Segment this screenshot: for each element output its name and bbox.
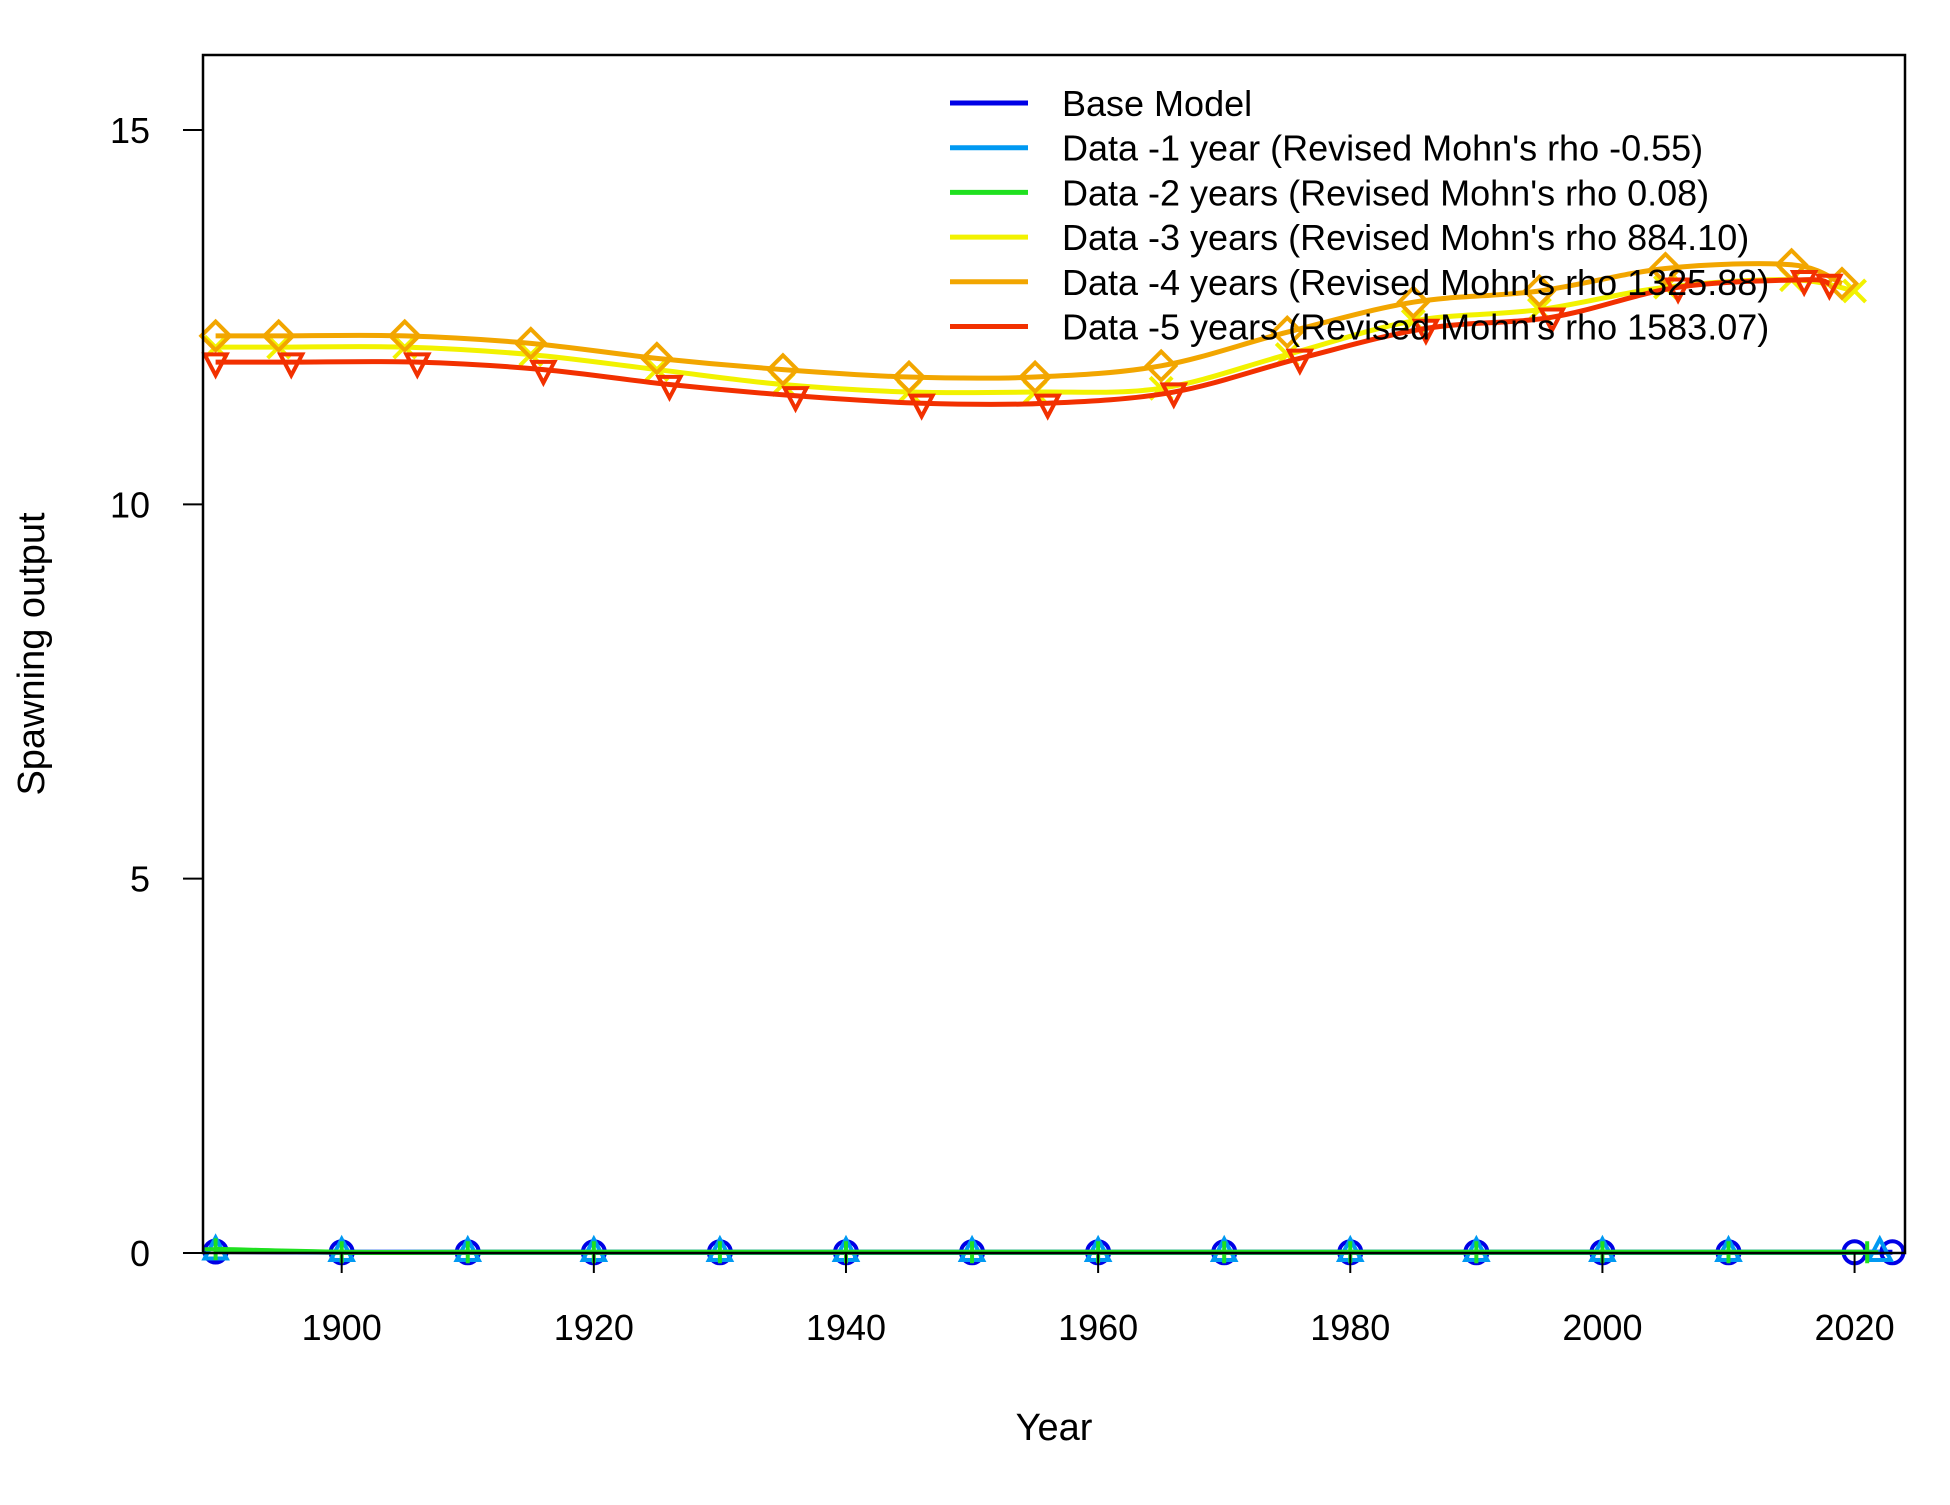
legend-label: Data -3 years (Revised Mohn's rho 884.10… (1062, 217, 1749, 258)
diamond-marker (513, 326, 548, 361)
y-tick-label: 10 (110, 484, 150, 525)
diamond-marker (1144, 348, 1179, 383)
x-tick-label: 2020 (1815, 1307, 1895, 1348)
triangle-down-marker (1411, 318, 1441, 346)
diamond-marker (639, 341, 674, 376)
triangle-down-marker (907, 393, 936, 421)
x-axis: 1900 1920 1940 1960 1980 2000 2020 (302, 1252, 1895, 1348)
x-marker (1842, 278, 1867, 304)
series-line (215, 277, 1831, 407)
legend-label: Data -1 year (Revised Mohn's rho -0.55) (1062, 128, 1703, 169)
legend-label: Data -5 years (Revised Mohn's rho 1583.0… (1062, 307, 1769, 348)
legend-label: Data -2 years (Revised Mohn's rho 0.08) (1062, 172, 1709, 213)
diamond-marker (1824, 266, 1860, 301)
diamond-marker (387, 318, 422, 354)
diamond-marker (1396, 285, 1431, 320)
triangle-down-marker (655, 374, 684, 403)
diamond-marker (261, 318, 296, 354)
x-axis-label: Year (1016, 1407, 1093, 1449)
triangle-down-marker (529, 359, 558, 388)
plus-marker (204, 1238, 227, 1261)
triangle-down-marker (403, 352, 432, 380)
series-layer (198, 247, 1906, 1266)
triangle-down-marker (1285, 348, 1315, 376)
triangle-down-marker (1033, 393, 1063, 421)
y-tick-label: 15 (110, 110, 150, 151)
diamond-marker (1017, 359, 1053, 395)
x-tick-label: 1980 (1310, 1307, 1390, 1348)
triangle-down-marker (1789, 270, 1819, 298)
diamond-marker (1270, 315, 1305, 350)
triangle-down-marker (1159, 382, 1189, 410)
y-tick-label: 0 (130, 1233, 150, 1274)
x-tick-label: 1940 (806, 1307, 886, 1348)
legend-label: Base Model (1062, 83, 1252, 124)
triangle-up-marker (1865, 1234, 1895, 1262)
triangle-down-marker (1663, 277, 1693, 305)
x-tick-label: 1920 (554, 1307, 634, 1348)
diamond-marker (1522, 273, 1557, 309)
diamond-marker (765, 352, 801, 387)
triangle-down-marker (781, 386, 810, 414)
y-axis-label: Spawning output (11, 512, 53, 796)
diamond-marker (891, 359, 927, 395)
series-5 (198, 247, 1860, 395)
diamond-marker (1648, 251, 1683, 286)
triangle-down-marker (1537, 307, 1567, 335)
triangle-down-marker (276, 352, 306, 380)
x-tick-label: 1900 (302, 1307, 382, 1348)
x-tick-label: 1960 (1058, 1307, 1138, 1348)
diamond-marker (198, 318, 233, 354)
triangle-down-marker (201, 352, 230, 380)
y-tick-label: 5 (130, 859, 150, 900)
series-line (215, 261, 1844, 381)
x-tick-label: 2000 (1562, 1307, 1642, 1348)
legend-label: Data -4 years (Revised Mohn's rho 1325.8… (1062, 262, 1769, 303)
triangle-down-marker (1815, 273, 1844, 301)
series-6 (201, 270, 1844, 421)
y-axis: 0 5 10 15 (110, 110, 204, 1274)
